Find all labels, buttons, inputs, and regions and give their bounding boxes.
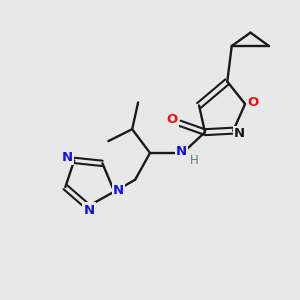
- Text: N: N: [62, 151, 73, 164]
- Text: N: N: [113, 184, 124, 196]
- Text: N: N: [234, 127, 245, 140]
- Text: N: N: [83, 203, 94, 217]
- Text: H: H: [190, 154, 199, 167]
- Text: O: O: [167, 112, 178, 126]
- Text: N: N: [176, 145, 187, 158]
- Text: O: O: [247, 96, 258, 109]
